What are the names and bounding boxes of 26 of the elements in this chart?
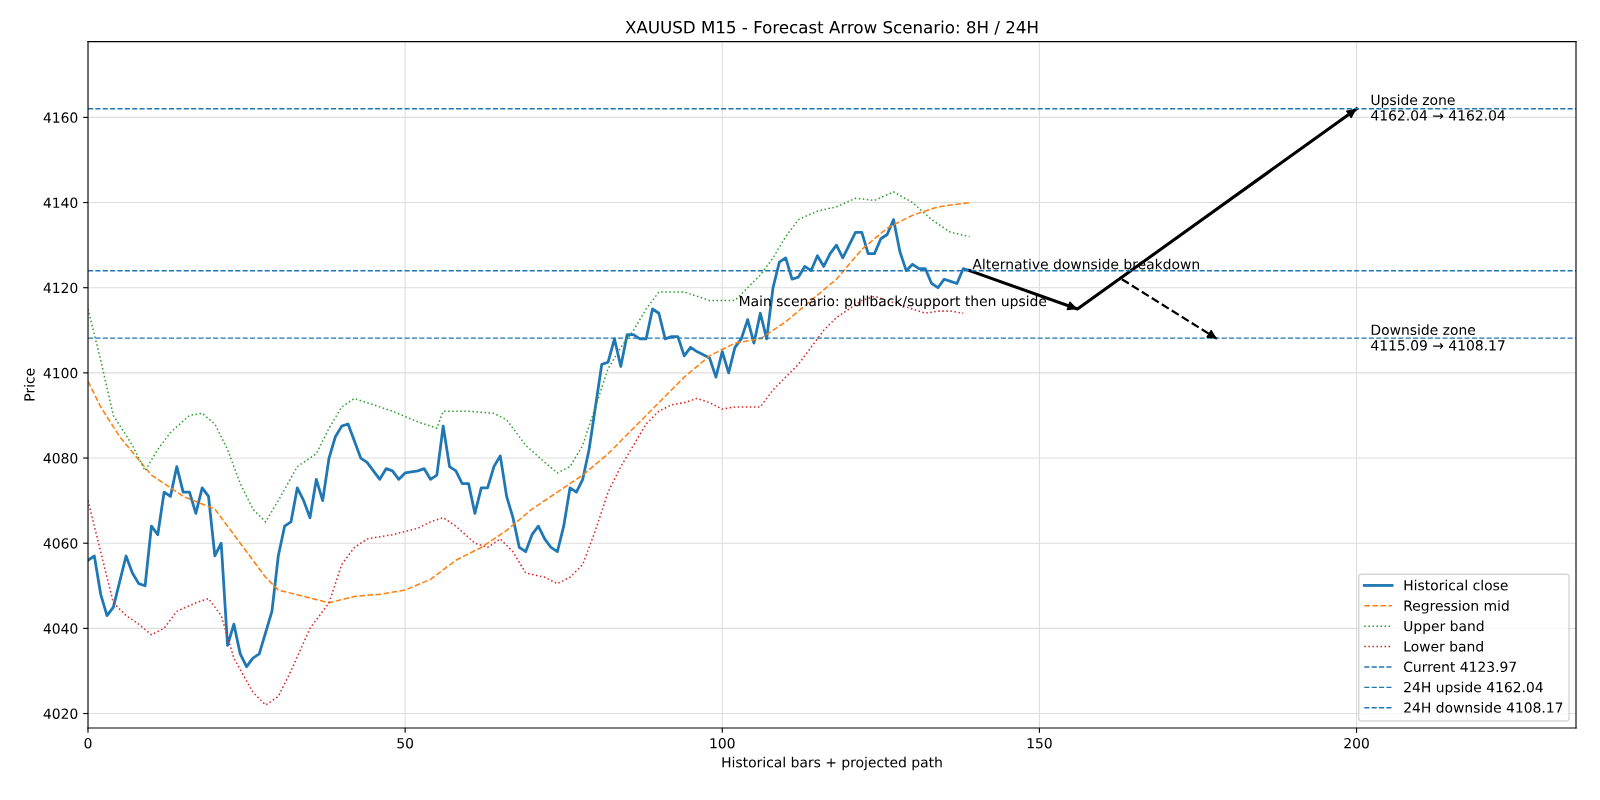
x-tick-label: 200: [1344, 737, 1369, 749]
y-tick-label: 4040: [43, 623, 78, 634]
annotation: Upside zone 4162.04 → 4162.04: [1371, 94, 1505, 121]
line-series: [88, 295, 965, 706]
legend-label: Historical close: [1404, 579, 1508, 591]
annotation: Downside zone 4115.09 → 4108.17: [1371, 324, 1505, 351]
legend-label: Lower band: [1404, 640, 1483, 652]
legend-label: 24H upside 4162.04: [1404, 681, 1543, 696]
y-tick-label: 4060: [43, 538, 78, 549]
x-axis-title: Historical bars + projected path: [722, 756, 942, 771]
y-tick-label: 4160: [43, 112, 78, 123]
chart-title: XAUUSD M15 - Forecast Arrow Scenario: 8H / 24H: [625, 20, 1038, 35]
legend-label: Current 4123.97: [1403, 661, 1517, 673]
y-axis-title: Price: [23, 368, 35, 401]
x-tick-label: 0: [84, 737, 92, 749]
y-tick-label: 4140: [43, 197, 78, 209]
legend-label: 24H downside 4108.17: [1404, 702, 1563, 713]
legend-label: Regression mid: [1404, 600, 1509, 614]
x-tick-label: 150: [1027, 737, 1052, 749]
legend-label: Upper band: [1404, 620, 1484, 634]
x-tick-label: 50: [397, 737, 414, 749]
y-tick-label: 4120: [43, 282, 78, 294]
x-tick-label: 100: [710, 737, 735, 749]
y-tick-label: 4020: [43, 708, 78, 719]
y-tick-label: 4100: [43, 367, 78, 379]
y-tick-label: 4080: [43, 453, 78, 464]
